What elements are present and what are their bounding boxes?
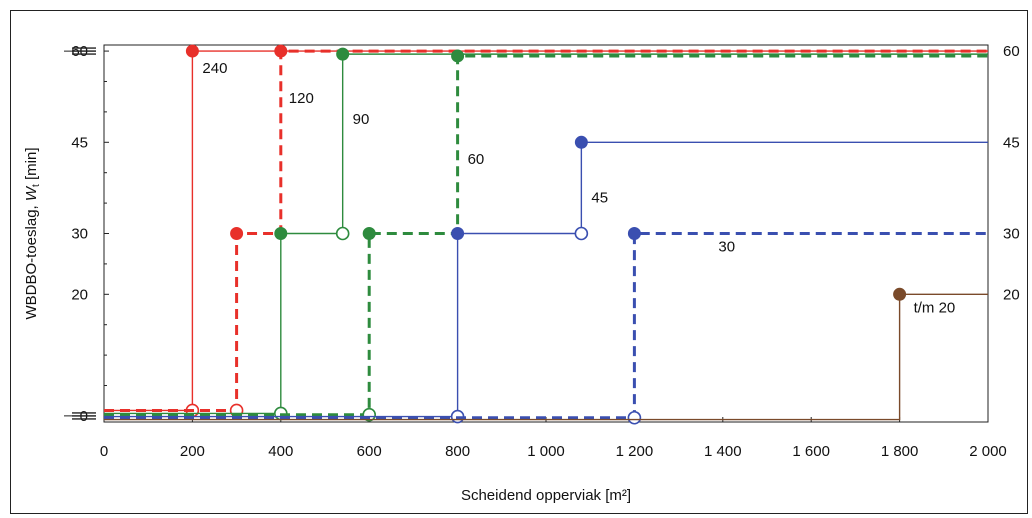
x-tick-label: 1 000 [527, 443, 565, 460]
series-label: t/m 20 [914, 299, 956, 316]
y-tick-label: 45 [71, 134, 88, 151]
series-line [104, 293, 988, 421]
series-label: 90 [353, 111, 370, 128]
filled-marker [362, 227, 376, 240]
series-label: 45 [591, 189, 608, 206]
filled-marker [230, 227, 244, 240]
open-marker [335, 226, 350, 241]
x-tick-label: 2 000 [969, 443, 1007, 460]
right-y-label: 30 [1003, 226, 1020, 243]
series-2 [104, 44, 988, 418]
filled-marker [336, 47, 350, 61]
series-4 [104, 49, 988, 422]
x-tick-label: 1 200 [616, 443, 654, 460]
open-marker [627, 410, 642, 425]
filled-marker [451, 227, 465, 240]
filled-marker [574, 135, 588, 149]
open-marker [574, 226, 589, 241]
filled-marker [893, 287, 907, 301]
filled-marker [451, 49, 465, 63]
x-tick-label: 1 400 [704, 443, 742, 460]
series-label: 240 [202, 60, 227, 77]
right-y-label: 60 [1003, 43, 1020, 60]
y-tick-label: 30 [71, 226, 88, 243]
chart-frame [10, 10, 1028, 514]
series-line [104, 232, 988, 420]
series-label: 120 [289, 90, 314, 107]
x-axis-label: Scheidend opperviak [m²] [461, 487, 631, 504]
x-tick-label: 400 [268, 443, 293, 460]
series-label: 30 [718, 239, 735, 256]
x-tick-label: 1 600 [792, 443, 830, 460]
right-y-label: 20 [1003, 286, 1020, 303]
x-tick-label: 200 [180, 443, 205, 460]
right-y-label: 45 [1003, 134, 1020, 151]
x-tick-label: 1 800 [881, 443, 919, 460]
plot-area: 0 200 400 600 800 1 000 1 200 1 400 1 600 1 800 2 … [64, 43, 1020, 460]
series-label: 60 [468, 151, 485, 168]
y-tick-label: 20 [71, 286, 88, 303]
x-tick-label: 800 [445, 443, 470, 460]
filled-marker [274, 44, 288, 58]
filled-marker [185, 44, 199, 58]
series-line [104, 54, 988, 417]
filled-marker [627, 227, 641, 240]
x-tick-label: 600 [357, 443, 382, 460]
y-axis-label: WBDBO-toeslag, Wt [min] [23, 147, 42, 319]
series-line [104, 50, 988, 412]
x-tick-label: 0 [100, 443, 108, 460]
filled-marker [274, 227, 288, 240]
series-6 [104, 227, 988, 425]
series-7 [104, 287, 988, 421]
